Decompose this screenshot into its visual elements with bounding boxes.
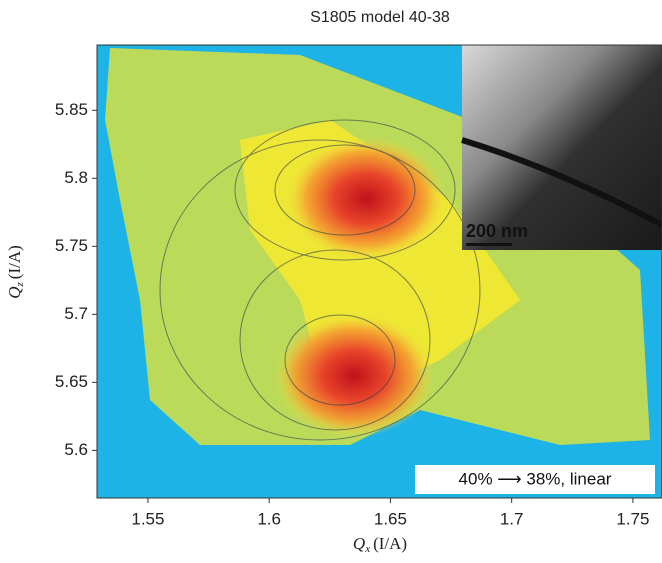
y-label-symbol: Q [5, 286, 24, 298]
y-tick-label: 5.85 [55, 100, 88, 119]
intensity-peak [286, 136, 447, 261]
y-label-unit: (I/A) [5, 245, 24, 279]
inset-feature [461, 137, 662, 228]
x-tick-label: 1.7 [500, 509, 524, 528]
y-tick-label: 5.75 [55, 236, 88, 255]
inset-image [462, 45, 662, 250]
annotation-box [415, 465, 655, 494]
x-tick-label: 1.6 [257, 509, 281, 528]
x-label-symbol: Q [353, 534, 365, 553]
intensity-peak [274, 313, 435, 438]
plot-frame [96, 44, 662, 499]
inset-scale-label: 200 nm [466, 221, 528, 241]
y-tick-label: 5.65 [55, 372, 88, 391]
x-axis-label: Qx (I/A) [353, 534, 407, 555]
x-tick-label: 1.55 [131, 509, 164, 528]
y-tick-label: 5.7 [64, 304, 88, 323]
annotation: 40% ⟶ 38%, linear [459, 469, 612, 488]
contours [159, 119, 481, 441]
plot-area [105, 48, 650, 445]
y-tick-label: 5.8 [64, 168, 88, 187]
scale-bar [466, 243, 512, 246]
y-tick-label: 5.6 [64, 440, 88, 459]
y-label-sub: z [14, 281, 26, 287]
x-label-unit: (I/A) [373, 534, 407, 553]
x-tick-label: 1.75 [616, 509, 649, 528]
x-label-sub: x [364, 543, 370, 555]
y-axis-label: Qz (I/A) [5, 245, 26, 299]
chart-title: S1805 model 40-38 [310, 9, 450, 26]
x-tick-label: 1.65 [374, 509, 407, 528]
